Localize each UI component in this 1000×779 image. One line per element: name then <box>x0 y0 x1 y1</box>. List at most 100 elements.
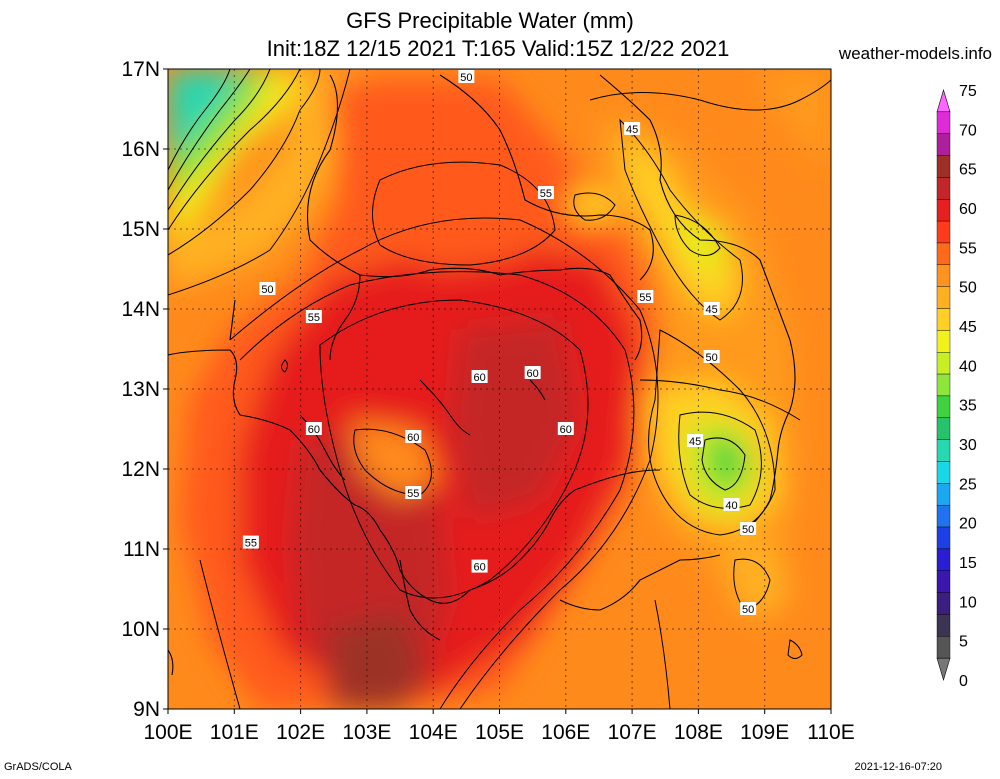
contour-label: 55 <box>242 535 259 550</box>
colorbar-label: 35 <box>959 398 977 415</box>
colorbar-swatch <box>936 373 951 397</box>
lon-tick-label: 103E <box>342 721 391 744</box>
colorbar-label: 50 <box>959 280 977 297</box>
lon-tick-label: 108E <box>674 721 723 744</box>
contour-label: 55 <box>405 486 422 500</box>
lon-tick-label: 106E <box>541 721 590 744</box>
lon-tick-label: 102E <box>276 721 325 744</box>
contour-label: 40 <box>723 498 740 512</box>
contour-labels: 50 45 55 50 55 55 45 50 60 60 60 60 60 45 55 40 50 55 60 50 <box>242 70 757 616</box>
colorbar-swatch <box>936 111 951 134</box>
colorbar-swatch <box>936 264 951 287</box>
colorbar-swatch <box>936 461 951 484</box>
contour-label: 60 <box>305 422 322 436</box>
colorbar-label: 20 <box>959 516 977 533</box>
contour-label-text: 55 <box>245 538 257 550</box>
contour-label: 60 <box>471 370 488 384</box>
contour-label-text: 50 <box>261 284 273 296</box>
colorbar-swatch <box>936 504 951 528</box>
contour-label: 50 <box>740 522 757 536</box>
contour-label-text: 60 <box>308 424 320 436</box>
contour-label: 60 <box>557 422 574 436</box>
site-credit: weather-models.info <box>838 44 992 63</box>
colorbar-label: 10 <box>959 594 977 611</box>
contour-label-text: 55 <box>308 312 320 324</box>
colorbar-swatch <box>936 570 951 593</box>
colorbar-swatch <box>936 286 951 309</box>
footer-software-credit: GrADS/COLA <box>4 761 72 773</box>
colorbar-label: 15 <box>959 555 977 572</box>
colorbar-swatch <box>936 548 951 571</box>
colorbar-swatch <box>936 483 951 506</box>
map-subtitle: Init:18Z 12/15 2021 T:165 Valid:15Z 12/2… <box>266 36 730 61</box>
contour-label: 50 <box>703 350 720 364</box>
lat-tick-label: 13N <box>121 378 160 401</box>
colorbar-label: 25 <box>959 476 977 493</box>
contour-label-text: 55 <box>540 188 552 200</box>
colorbar-label: 40 <box>959 358 977 375</box>
colorbar-label: 30 <box>959 437 977 454</box>
latitude-axis: 17N 16N 15N 14N 13N 12N 11N 10N 9N <box>121 58 168 721</box>
contour-label: 60 <box>524 366 541 380</box>
lon-tick-label: 107E <box>608 721 657 744</box>
colorbar-swatch <box>936 330 951 353</box>
contour-label-text: 45 <box>626 124 638 136</box>
lon-tick-label: 100E <box>143 721 192 744</box>
colorbar-label: 5 <box>959 634 968 651</box>
contour-label-text: 60 <box>407 432 419 444</box>
contour-label: 50 <box>458 70 475 84</box>
colorbar-swatch <box>936 526 951 550</box>
contour-label-text: 50 <box>742 604 754 616</box>
colorbar-swatch <box>936 308 951 331</box>
contour-label-text: 55 <box>639 292 651 304</box>
contour-label: 55 <box>537 186 554 200</box>
grid-lines <box>168 69 831 709</box>
contour-label-text: 50 <box>706 352 718 364</box>
colorbar-swatch <box>936 395 951 418</box>
colorbar-swatch <box>936 352 951 375</box>
map-title: GFS Precipitable Water (mm) <box>346 8 634 33</box>
lat-tick-label: 11N <box>123 538 160 561</box>
lat-tick-label: 12N <box>121 458 160 481</box>
lon-tick-label: 105E <box>475 721 524 744</box>
lon-tick-label: 101E <box>210 721 259 744</box>
colorbar-label: 0 <box>959 673 968 690</box>
contour-label: 55 <box>305 310 322 324</box>
contour-label-text: 60 <box>473 372 485 384</box>
colorbar-label: 70 <box>959 122 977 139</box>
longitude-axis: 100E 101E 102E 103E 104E 105E 106E 107E 108E 109E… <box>143 709 855 744</box>
colorbar-label: 75 <box>959 83 977 100</box>
contour-label-text: 50 <box>460 72 472 84</box>
contour-label-text: 45 <box>706 304 718 316</box>
lat-tick-label: 10N <box>121 618 160 641</box>
lat-tick-label: 14N <box>121 298 160 321</box>
contour-label-text: 60 <box>527 368 539 380</box>
colorbar-label: 65 <box>959 162 977 179</box>
contour-lines <box>168 69 831 709</box>
colorbar-label: 45 <box>959 319 977 336</box>
colorbar-swatch <box>936 636 951 659</box>
contour-label: 55 <box>637 290 654 304</box>
colorbar-swatch <box>936 417 951 440</box>
contour-label-text: 45 <box>689 436 701 448</box>
colorbar-swatch <box>936 439 951 462</box>
contour-label: 45 <box>624 122 641 136</box>
contour-label-text: 40 <box>725 500 737 512</box>
contour-label-text: 60 <box>473 562 485 574</box>
contour-label-text: 60 <box>560 424 572 436</box>
lat-tick-label: 9N <box>133 698 160 721</box>
lat-tick-label: 15N <box>121 218 160 241</box>
lat-tick-label: 17N <box>121 58 160 81</box>
colorbar-swatch <box>936 242 951 266</box>
contour-label: 60 <box>471 559 488 574</box>
contour-label: 50 <box>259 282 276 296</box>
colorbar-swatch <box>936 199 951 222</box>
contour-label: 45 <box>687 434 704 448</box>
borders-coastlines <box>168 74 796 676</box>
lon-tick-label: 109E <box>740 721 789 744</box>
colorbar-swatch <box>936 592 951 615</box>
contour-label-text: 50 <box>742 524 754 536</box>
contour-label: 45 <box>703 302 720 316</box>
